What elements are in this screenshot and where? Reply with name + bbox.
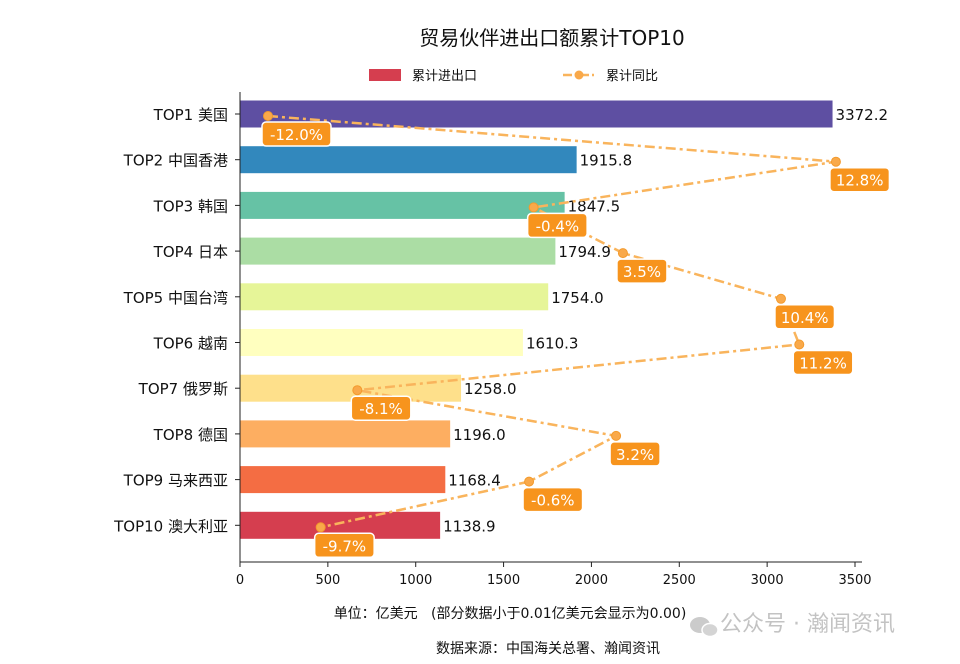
y-tick-label: TOP5 中国台湾: [123, 289, 228, 307]
growth-label: -12.0%: [270, 126, 323, 144]
growth-point: [794, 339, 805, 350]
watermark: 公众号 · 瀚闻资讯: [690, 612, 895, 638]
growth-label: 11.2%: [799, 355, 847, 373]
growth-label-box: [261, 121, 332, 147]
x-tick-label: 3000: [751, 573, 784, 588]
y-tick-label: TOP10 澳大利亚: [113, 517, 228, 535]
bar: [240, 466, 446, 494]
x-tick-label: 1000: [399, 573, 432, 588]
bar-value-label: 1754.0: [551, 289, 604, 307]
x-tick-label: 500: [315, 573, 340, 588]
growth-label: -9.7%: [323, 537, 367, 555]
y-tick-label: TOP3 韩国: [153, 197, 228, 215]
growth-label-box: [522, 486, 584, 513]
growth-label: 10.4%: [781, 309, 829, 327]
y-tick-label: TOP2 中国香港: [123, 152, 228, 170]
legend-bar-label: 累计进出口: [412, 69, 477, 84]
growth-label-box: [609, 441, 661, 467]
growth-point: [263, 111, 273, 121]
bar: [240, 329, 523, 356]
chart-title: 贸易伙伴进出口额累计TOP10: [419, 26, 684, 50]
growth-point: [315, 522, 326, 533]
growth-label: 3.2%: [616, 446, 654, 464]
x-axis-label: 单位：亿美元 (部分数据小于0.01亿美元会显示为0.00): [334, 606, 687, 622]
growth-label-box: [313, 532, 375, 559]
y-tick-label: TOP6 越南: [153, 335, 228, 353]
legend-bar-swatch: [369, 69, 401, 81]
growth-point: [611, 430, 622, 441]
growth-label: -0.4%: [536, 217, 580, 235]
growth-point: [352, 385, 363, 396]
bar-value-label: 1258.0: [464, 380, 517, 398]
growth-label-box: [792, 349, 854, 376]
legend-line-label: 累计同比: [606, 69, 658, 84]
x-tick-label: 1500: [487, 573, 520, 588]
growth-point: [617, 248, 628, 259]
bar: [240, 191, 565, 219]
y-tick-label: TOP8 德国: [153, 426, 228, 444]
bar: [240, 374, 462, 402]
growth-label-box: [774, 304, 836, 330]
growth-label: -0.6%: [531, 492, 575, 510]
bar: [240, 237, 556, 265]
legend: 累计进出口 累计同比: [369, 69, 658, 84]
x-tick-label: 2000: [575, 573, 608, 588]
x-tick-label: 3500: [838, 573, 871, 588]
bar-value-label: 1168.4: [448, 472, 501, 490]
growth-label-box: [616, 258, 668, 284]
x-tick-label: 0: [236, 573, 244, 588]
bar: [240, 420, 451, 448]
bar-value-label: 1610.3: [526, 335, 579, 353]
y-tick-label: TOP1 美国: [153, 106, 228, 124]
growth-point: [830, 156, 841, 167]
y-tick-label: TOP7 俄罗斯: [138, 380, 228, 398]
legend-line-marker: [574, 70, 584, 80]
bar: [240, 146, 577, 174]
y-tick-label: TOP9 马来西亚: [123, 472, 228, 490]
bar: [240, 100, 833, 128]
source-note: 数据来源：中国海关总署、瀚闻资讯: [436, 641, 660, 657]
bar-value-label: 1794.9: [558, 243, 611, 261]
bar: [240, 283, 549, 311]
bar-value-label: 1196.0: [453, 426, 506, 444]
bar-value-label: 1138.9: [443, 517, 496, 535]
bar-value-label: 1915.8: [580, 152, 633, 170]
growth-point: [524, 476, 535, 487]
growth-label-box: [350, 395, 412, 421]
growth-label: 3.5%: [623, 263, 661, 281]
growth-point: [775, 293, 786, 304]
growth-label: -8.1%: [359, 400, 403, 418]
growth-label: 12.8%: [836, 172, 884, 190]
bar-value-label: 3372.2: [836, 106, 889, 124]
growth-point: [528, 202, 539, 213]
bar-value-label: 1847.5: [568, 197, 621, 215]
growth-label-box: [829, 166, 891, 193]
growth-label-box: [526, 212, 588, 239]
x-tick-label: 2500: [663, 573, 696, 588]
y-tick-label: TOP4 日本: [153, 243, 228, 261]
watermark-text: 公众号 · 瀚闻资讯: [720, 612, 895, 637]
growth-line: [267, 114, 837, 529]
